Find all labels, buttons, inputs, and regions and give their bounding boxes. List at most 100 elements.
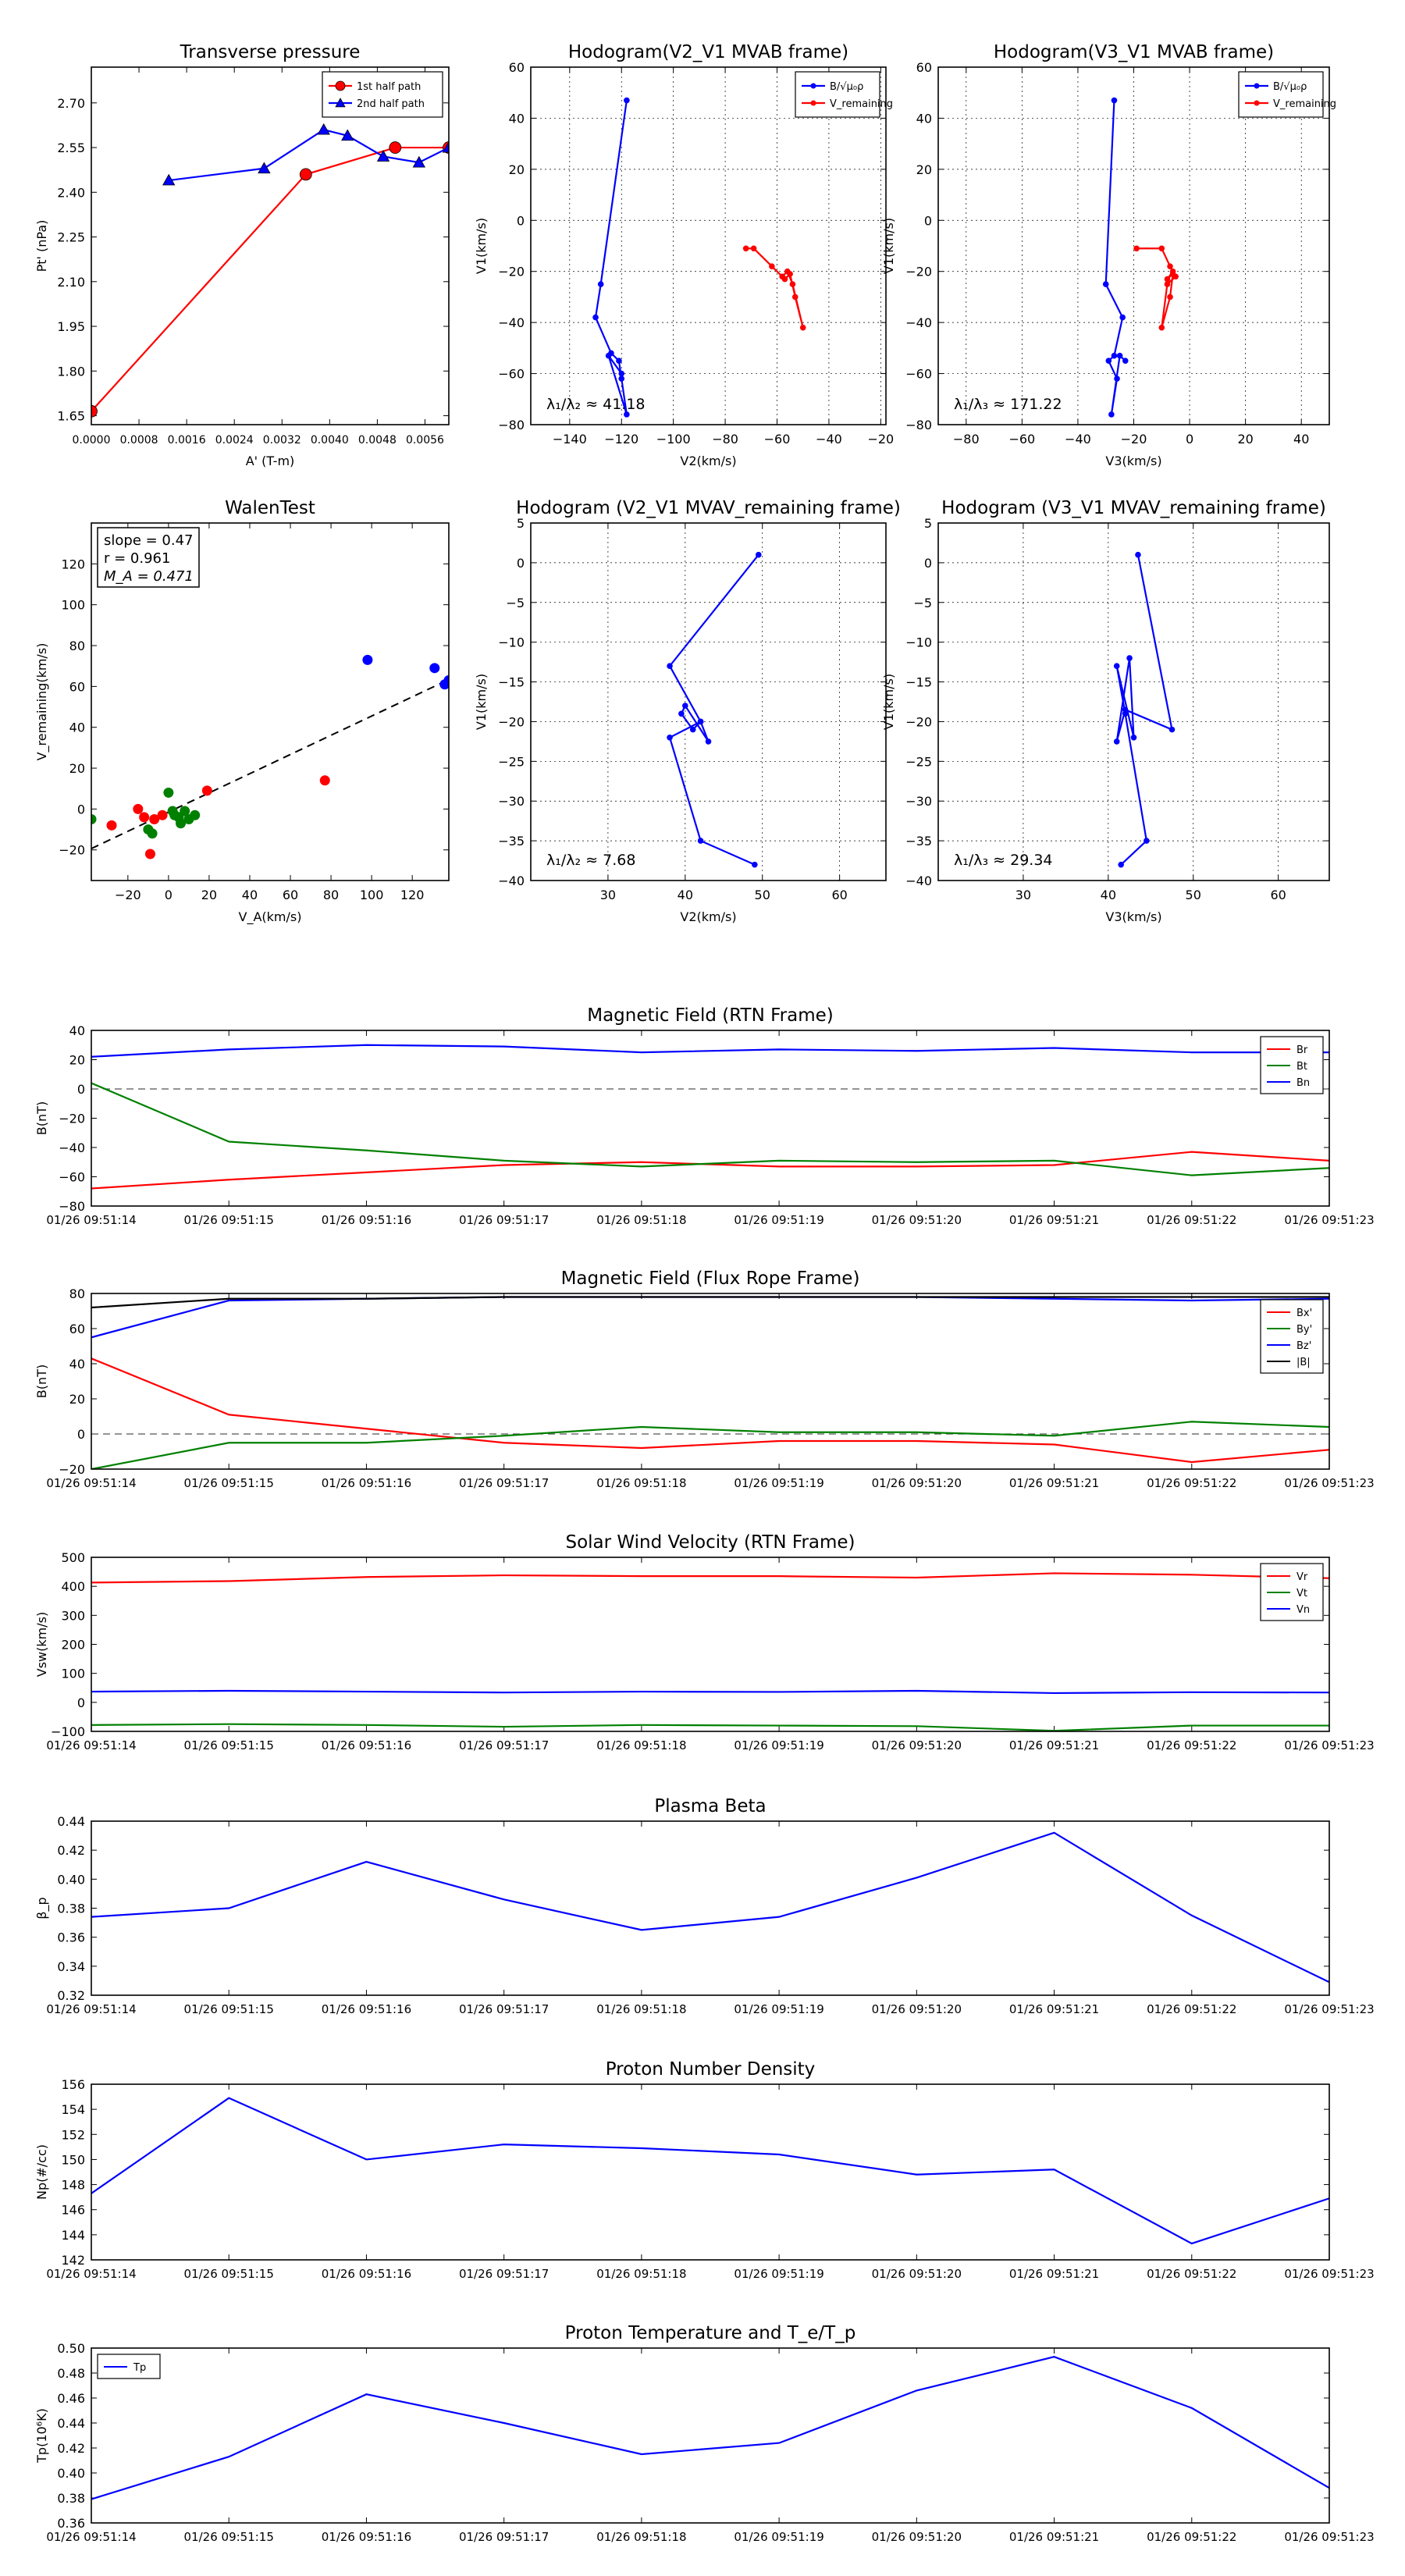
series-point-2 [1167,294,1173,301]
time-tick-label: 01/26 09:51:20 [872,1738,962,1752]
time-tick-label: 01/26 09:51:19 [734,1213,823,1227]
series-point-2 [781,276,788,283]
y-tick-label: 0.50 [57,2341,85,2356]
legend-label: Tp [133,2362,146,2374]
y-tick-label: −15 [498,675,525,690]
legend-label: B/√μ₀ρ [830,81,863,93]
plot-area [1102,97,1179,418]
time-tick-label: 01/26 09:51:17 [459,2002,549,2016]
data-point [144,849,155,859]
y-tick-label: 0 [924,556,932,571]
plot-area [667,551,762,868]
y-tick-label: −20 [498,265,525,279]
y-tick-label: 0.38 [57,1902,85,1916]
legend-label: B/√μ₀ρ [1273,81,1307,93]
legend-box [322,71,443,118]
y-axis-label: V1(km/s) [474,218,489,274]
series-line-2 [91,1421,1329,1469]
y-axis-label: Pt' (nPa) [34,220,49,272]
y-tick-label: 0 [924,213,932,228]
y-tick-label: 0.42 [57,1843,85,1858]
series-point-2 [341,129,354,141]
series-point-1 [1130,735,1137,741]
x-tick-label: −60 [764,432,791,447]
series-point-2 [376,150,390,162]
plot-area [91,2356,1329,2500]
y-tick-label: 0.44 [57,2416,85,2431]
time-tick-label: 01/26 09:51:23 [1284,1738,1374,1752]
series-point-2 [789,281,796,287]
x-tick-label: 0.0056 [406,434,444,447]
series-point-1 [1113,663,1120,669]
stats-line: M_A = 0.471 [104,568,194,585]
time-tick-label: 01/26 09:51:20 [872,1476,962,1490]
legend-label: Bz' [1297,1340,1311,1352]
y-tick-label: 142 [61,2253,85,2268]
panel-hodo3: 30 40 50 60 −40 −35 −30 −25 −20 −15 −10 −5 0 5Hodogra… [474,498,901,924]
series-point-1 [705,738,712,745]
y-tick-label: 0.40 [57,1872,85,1887]
axes-frame [530,522,887,881]
series-point-2 [442,141,449,153]
y-tick-label: 120 [61,557,85,571]
eigen-ratio-annotation: λ₁/λ₂ ≈ 7.68 [546,852,635,869]
x-axis-label: V3(km/s) [1105,909,1161,924]
data-point [91,813,97,824]
y-tick-label: 0.34 [57,1959,85,1974]
y-tick-label: −5 [913,596,932,610]
y-tick-label: 40 [916,111,932,126]
time-tick-label: 01/26 09:51:17 [459,2530,549,2544]
panel-ts_np: 01/26 09:51:14 01/26 09:51:15 01/26 09:51:… [34,2059,1375,2281]
time-tick-label: 01/26 09:51:16 [322,2530,411,2544]
x-tick-label: −20 [867,432,894,447]
series-point-1 [1118,861,1124,868]
y-tick-label: 500 [61,1550,85,1565]
series-line-1 [91,1357,1329,1464]
series-point-2 [787,271,793,277]
series-point-2 [317,123,330,135]
y-axis-label: V1(km/s) [474,674,489,730]
time-tick-label: 01/26 09:51:19 [734,2530,823,2544]
y-axis-label: B(nT) [34,1101,49,1135]
series-point-1 [682,703,688,709]
legend-label: 2nd half path [357,98,425,110]
x-tick-label: −80 [712,432,738,447]
legend-marker [335,80,346,91]
x-tick-label: −140 [553,432,587,447]
y-tick-label: −20 [59,843,85,858]
x-axis-label: A' (T-m) [246,454,295,468]
series-point-1 [1126,655,1133,661]
panel-ts_v: 01/26 09:51:14 01/26 09:51:15 01/26 09:51:… [34,1532,1375,1752]
panel-ts_b_rtn: 01/26 09:51:14 01/26 09:51:15 01/26 09:51:… [34,1005,1375,1227]
x-tick-label: 0 [165,888,173,902]
y-axis-label: Np(#/cc) [34,2144,49,2200]
legend-label: Vr [1297,1571,1308,1583]
legend-marker [1254,100,1260,106]
series-point-1 [1116,352,1123,359]
y-tick-label: −5 [506,596,525,610]
y-axis-label: B(nT) [34,1364,49,1398]
stats-line: slope = 0.47 [104,532,194,549]
y-tick-label: 2.55 [57,141,85,155]
series-point-1 [1119,314,1126,321]
time-tick-label: 01/26 09:51:15 [184,1213,274,1227]
data-point [149,813,160,824]
x-tick-label: 80 [323,888,339,902]
y-axis-label: Tp(10⁶K) [34,2408,49,2464]
series-point-2 [742,245,749,252]
chart-title: Hodogram(V2_V1 MVAB frame) [568,42,848,62]
series-line-1 [91,2356,1329,2500]
series-point-1 [1122,358,1129,365]
y-tick-label: −25 [905,754,932,769]
y-tick-label: 146 [61,2203,85,2218]
axes-frame [91,1030,1330,1207]
time-tick-label: 01/26 09:51:14 [46,1213,136,1227]
series-line-1 [91,146,449,412]
y-tick-label: 300 [61,1608,85,1623]
series-point-1 [597,281,604,287]
y-tick-label: 0.32 [57,1988,85,2003]
series-point-1 [1144,838,1150,844]
x-tick-label: 60 [1270,888,1286,902]
panel-ts_b_fr: 01/26 09:51:14 01/26 09:51:15 01/26 09:51:… [34,1268,1375,1490]
legend-label: Bx' [1297,1308,1312,1319]
